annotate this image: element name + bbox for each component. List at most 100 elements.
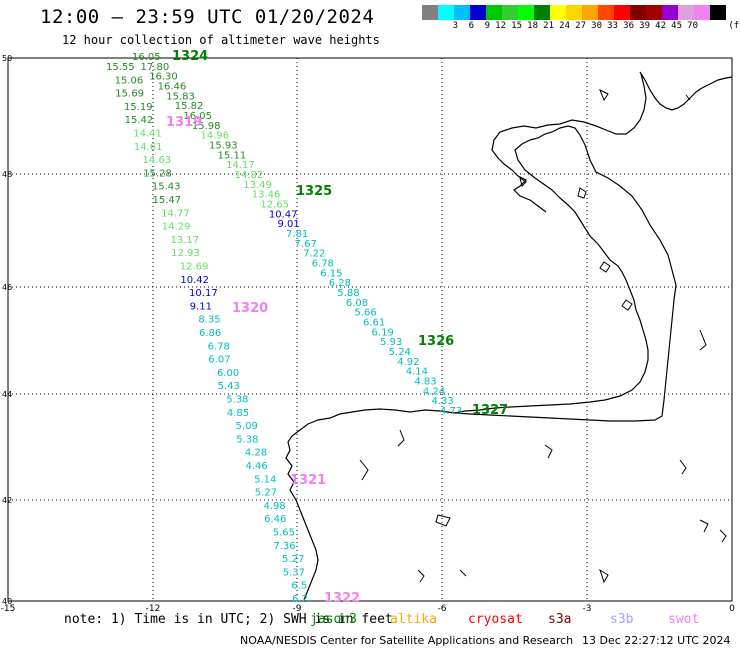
swh-value: 15.98 bbox=[192, 121, 221, 132]
swh-value: 15.28 bbox=[143, 168, 172, 179]
swh-value: 15.83 bbox=[166, 91, 195, 102]
swh-value: 8.35 bbox=[198, 315, 220, 326]
satellite-label: jason3 bbox=[310, 612, 357, 627]
river-1 bbox=[359, 459, 369, 481]
swh-value: 6.28 bbox=[329, 278, 351, 289]
swh-value: 6.07 bbox=[208, 355, 230, 366]
river-12 bbox=[685, 94, 691, 101]
swh-value: 16.30 bbox=[149, 72, 178, 83]
wave-height-color-scale bbox=[422, 5, 726, 20]
swh-value: 6.61 bbox=[363, 318, 385, 329]
swh-value: 15.69 bbox=[115, 89, 144, 100]
scale-swatch bbox=[566, 5, 582, 20]
swh-value: 15.43 bbox=[152, 182, 181, 193]
coastline-brittany-west bbox=[491, 131, 547, 213]
scale-swatch bbox=[630, 5, 646, 20]
river-3 bbox=[435, 514, 451, 527]
scale-label: 6 bbox=[468, 21, 474, 31]
satellite-label: s3a bbox=[548, 612, 572, 627]
swh-value: 14.96 bbox=[200, 131, 229, 142]
lon-label: -12 bbox=[146, 604, 161, 614]
swh-value: 15.42 bbox=[125, 115, 154, 126]
pass-label: 1325 bbox=[296, 184, 332, 199]
swh-value: 7.22 bbox=[303, 249, 325, 260]
swh-value: 5.93 bbox=[380, 337, 402, 348]
river-2 bbox=[397, 429, 405, 447]
satellite-label: cryosat bbox=[468, 612, 523, 627]
river-11 bbox=[699, 329, 707, 351]
lon-label: -15 bbox=[1, 604, 16, 614]
swh-value: 7.81 bbox=[286, 229, 308, 240]
swh-value: 4.33 bbox=[431, 396, 453, 407]
lat-label: 44 bbox=[2, 390, 12, 399]
swh-value: 6.15 bbox=[320, 268, 342, 279]
river-7 bbox=[699, 519, 709, 533]
swh-value: 4.28 bbox=[245, 448, 267, 459]
swh-value: 9.01 bbox=[277, 219, 299, 230]
credit-text: NOAA/NESDIS Center for Satellite Applica… bbox=[240, 634, 574, 647]
scale-label: 45 bbox=[671, 21, 682, 31]
swh-value: 4.92 bbox=[397, 357, 419, 368]
scale-label: 27 bbox=[575, 21, 586, 31]
pass-labels: 1324 1319 1325 1320 1326 1327 1321 1322 bbox=[166, 49, 508, 606]
scale-swatch bbox=[710, 5, 726, 20]
swh-value: 5.38 bbox=[236, 434, 258, 445]
scale-swatch bbox=[582, 5, 598, 20]
altimeter-tracks: 15.55 15.06 15.69 15.19 15.42 14.41 14.61 14.63… bbox=[106, 52, 462, 605]
lat-label: 50 bbox=[2, 54, 12, 63]
swh-value: 4.46 bbox=[246, 461, 268, 472]
scale-label: 3 bbox=[452, 21, 458, 31]
swh-value: 5.43 bbox=[218, 381, 240, 392]
swh-value: 10.17 bbox=[189, 288, 218, 299]
scale-swatch bbox=[422, 5, 438, 20]
map-frame bbox=[7, 57, 733, 602]
swh-value: 6.2 bbox=[292, 594, 308, 605]
swh-value: 6.46 bbox=[264, 514, 286, 525]
island-2 bbox=[599, 261, 611, 273]
swh-value: 6.5 bbox=[291, 581, 307, 592]
swh-value: 17.80 bbox=[141, 62, 170, 73]
swh-value: 5.27 bbox=[282, 554, 304, 565]
river-4 bbox=[544, 444, 553, 459]
scale-label: 24 bbox=[559, 21, 570, 31]
scale-swatch bbox=[694, 5, 710, 20]
swh-value: 14.82 bbox=[235, 170, 264, 181]
scale-swatch bbox=[502, 5, 518, 20]
scale-label: 15 bbox=[511, 21, 522, 31]
swh-value: 15.93 bbox=[209, 141, 238, 152]
footer-note: note: 1) Time is in UTC; 2) SWH is in fe… bbox=[64, 612, 393, 627]
pass-label: 1324 bbox=[172, 49, 208, 64]
lat-label: 46 bbox=[2, 283, 12, 292]
scale-swatch bbox=[614, 5, 630, 20]
scale-label: 33 bbox=[607, 21, 618, 31]
scale-swatch bbox=[550, 5, 566, 20]
swh-value: 15.82 bbox=[175, 101, 204, 112]
pass-label: 1319 bbox=[166, 115, 202, 130]
swh-value: 14.17 bbox=[226, 160, 255, 171]
swh-value: 14.29 bbox=[162, 222, 191, 233]
scale-swatch bbox=[470, 5, 486, 20]
pass-label: 1326 bbox=[418, 334, 454, 349]
swh-value: 15.06 bbox=[115, 75, 144, 86]
swh-value: 4.98 bbox=[263, 501, 285, 512]
swh-value: 13.46 bbox=[252, 190, 281, 201]
swh-value: 14.63 bbox=[143, 155, 172, 166]
scale-label: 36 bbox=[623, 21, 634, 31]
scale-label: 42 bbox=[655, 21, 666, 31]
swh-value: 6.78 bbox=[208, 341, 230, 352]
axis-labels: 50 48 46 44 42 40-15 -12 -9 -6 -3 0 bbox=[1, 54, 735, 614]
scale-swatch bbox=[678, 5, 694, 20]
lat-label: 48 bbox=[2, 170, 12, 179]
generated-time: 13 Dec 22:27:12 UTC 2024 bbox=[582, 634, 731, 647]
swh-value: 6.78 bbox=[312, 259, 334, 270]
scale-label: 39 bbox=[639, 21, 650, 31]
swh-value: 13.17 bbox=[170, 235, 199, 246]
swh-value: 4.83 bbox=[414, 377, 436, 388]
swh-value: 13.49 bbox=[243, 180, 272, 191]
swh-value: 15.55 bbox=[106, 62, 135, 73]
swh-value: 6.86 bbox=[199, 328, 221, 339]
swh-value: 10.47 bbox=[269, 209, 298, 220]
scale-swatch bbox=[662, 5, 678, 20]
scale-label: 9 bbox=[484, 21, 490, 31]
island-1 bbox=[577, 187, 587, 199]
